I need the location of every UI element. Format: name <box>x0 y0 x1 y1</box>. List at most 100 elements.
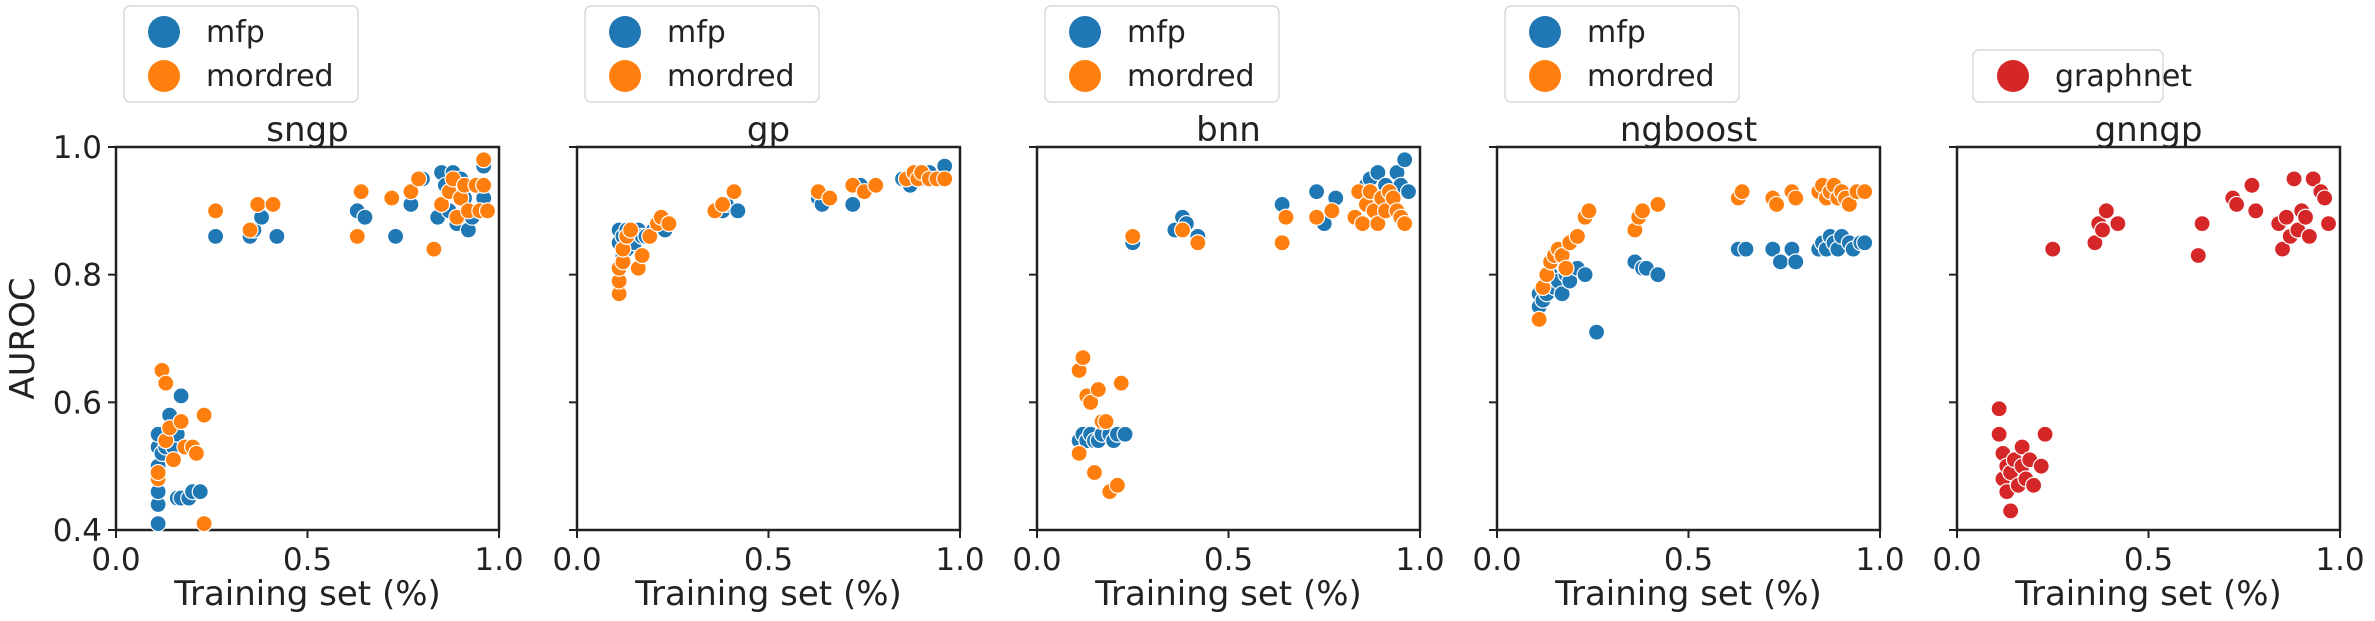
point-graphnet <box>2319 215 2338 233</box>
point-mordred <box>1097 412 1115 431</box>
point-mfp <box>268 227 286 245</box>
point-mordred <box>641 227 659 245</box>
x-tick-label: 0.5 <box>283 542 332 578</box>
chart-title-sngp: sngp <box>266 110 348 150</box>
x-axis-label: Training set (%) <box>2014 574 2282 614</box>
y-tick-label: 0.4 <box>53 513 102 549</box>
x-tick-label: 0.0 <box>552 542 601 578</box>
x-tick-label: 1.0 <box>935 542 984 578</box>
point-mfp <box>1307 183 1326 201</box>
point-mordred <box>1124 227 1142 245</box>
legend-box <box>584 5 820 103</box>
point-mfp <box>844 195 862 214</box>
legend-marker-mfp <box>1529 16 1561 48</box>
plot-frame-gp <box>575 145 962 532</box>
point-mordred <box>1070 444 1088 462</box>
point-mordred <box>725 183 743 201</box>
legend-box <box>123 5 359 103</box>
point-mordred <box>1277 208 1295 226</box>
point-graphnet <box>2247 202 2265 220</box>
point-graphnet <box>2300 227 2318 245</box>
legend-box <box>1044 5 1280 103</box>
y-axis-label: AUROC <box>3 277 43 399</box>
point-mfp <box>1399 183 1418 201</box>
point-mfp <box>206 227 225 245</box>
point-mordred <box>241 221 259 239</box>
point-mordred <box>206 202 225 220</box>
point-graphnet <box>1990 400 2008 418</box>
x-axis-label: Training set (%) <box>1554 574 1822 614</box>
point-mordred <box>1767 195 1786 214</box>
legend-label-mordred: mordred <box>1127 59 1255 94</box>
point-mordred <box>1787 189 1805 207</box>
legend-label-mfp: mfp <box>1127 15 1186 50</box>
point-graphnet <box>2086 234 2104 252</box>
point-mordred <box>622 221 640 239</box>
point-mordred <box>409 170 428 188</box>
point-mordred <box>1089 380 1107 399</box>
point-mfp <box>1856 234 1874 252</box>
legend-label-mfp: mfp <box>667 15 726 50</box>
point-mfp <box>1787 253 1805 271</box>
point-mordred <box>1856 183 1874 201</box>
point-mordred <box>425 240 443 258</box>
y-tick-label: 0.8 <box>53 258 102 294</box>
point-mordred <box>157 374 175 392</box>
chart-title-ngboost: ngboost <box>1620 110 1757 150</box>
y-tick-label: 0.6 <box>53 385 102 421</box>
point-graphnet <box>2296 208 2315 226</box>
y-tick-label: 1.0 <box>53 130 102 166</box>
point-mfp <box>1576 266 1594 284</box>
point-mfp <box>1553 285 1571 303</box>
chart-title-gp: gp <box>747 110 790 150</box>
point-graphnet <box>2316 189 2334 207</box>
point-mfp <box>1649 266 1667 284</box>
point-mfp <box>386 227 405 245</box>
point-mordred <box>713 195 732 214</box>
point-mordred <box>432 195 451 214</box>
x-tick-label: 0.5 <box>2124 542 2173 578</box>
point-mordred <box>1082 393 1100 411</box>
point-graphnet <box>2097 202 2115 220</box>
point-graphnet <box>2093 221 2112 239</box>
x-tick-label: 0.0 <box>91 542 140 578</box>
point-mfp <box>356 208 374 226</box>
legend-label-mordred: mordred <box>206 59 334 94</box>
point-mordred <box>348 227 366 245</box>
point-mordred <box>1530 310 1548 328</box>
legend-marker-mordred <box>609 60 641 92</box>
point-mordred <box>1649 195 1667 214</box>
point-graphnet <box>2304 170 2322 188</box>
point-mordred <box>821 189 839 207</box>
point-mordred <box>1173 221 1192 239</box>
point-mordred <box>1369 215 1387 233</box>
point-mordred <box>475 176 493 194</box>
point-graphnet <box>2193 215 2211 233</box>
point-mordred <box>1323 202 1341 220</box>
legend-marker-mfp <box>148 16 180 48</box>
point-graphnet <box>2273 240 2292 258</box>
legend-marker-mfp <box>1069 16 1101 48</box>
point-mordred <box>402 183 420 201</box>
point-mfp <box>1764 240 1782 258</box>
point-mfp <box>1396 151 1414 169</box>
x-axis-label: Training set (%) <box>1094 574 1362 614</box>
point-graphnet <box>2032 457 2050 475</box>
point-mordred <box>187 444 206 462</box>
point-graphnet <box>1990 425 2008 443</box>
point-mfp <box>729 202 747 220</box>
point-mordred <box>1353 215 1372 233</box>
point-mfp <box>149 515 167 533</box>
point-graphnet <box>2002 502 2020 520</box>
point-mfp <box>172 387 190 405</box>
legend-label-mordred: mordred <box>1587 59 1715 94</box>
point-mordred <box>1273 234 1291 252</box>
legend-box <box>1504 5 1740 103</box>
point-graphnet <box>2285 170 2303 188</box>
point-mordred <box>1307 208 1326 226</box>
legend-label-mfp: mfp <box>1587 15 1646 50</box>
point-mordred <box>1568 227 1587 245</box>
legend-marker-mordred <box>1529 60 1561 92</box>
point-graphnet <box>2044 240 2062 258</box>
